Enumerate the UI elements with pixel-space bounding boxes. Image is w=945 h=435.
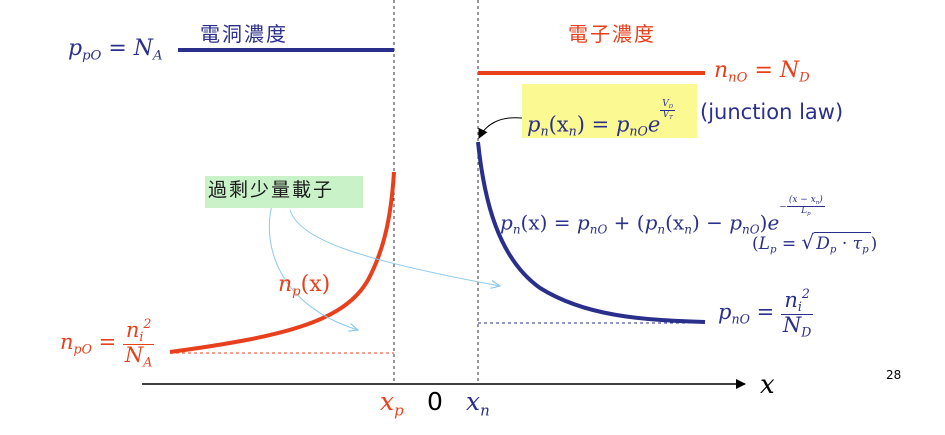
hole-concentration-title: 電洞濃度 xyxy=(200,22,288,46)
ppo-label: ppO = NA xyxy=(68,36,163,64)
np-curve-label: np(x) xyxy=(278,272,331,300)
electron-concentration-title: 電子濃度 xyxy=(568,22,656,46)
diffusion-length-equation: (Lp = √ Dp · τp) xyxy=(752,230,878,256)
zero-label: 0 xyxy=(427,387,443,416)
np-curve xyxy=(169,171,396,354)
page-number: 28 xyxy=(886,368,902,382)
xn-label: xn xyxy=(466,387,490,420)
pn-equation: pn(x) = pnO + (pn(xn) − pnO)e− (x − xn) Lp xyxy=(500,195,825,237)
x-axis-label: x xyxy=(760,370,775,400)
pn-exponent: − (x − xn) Lp xyxy=(779,195,825,218)
nno-label: nnO = ND xyxy=(714,58,810,86)
note-arrow-p xyxy=(268,204,358,330)
minority-carrier-note-bg xyxy=(205,176,363,208)
note-arrow-n xyxy=(289,209,500,286)
junction-law-arrow xyxy=(478,117,523,139)
junction-law-exponent: VD VT xyxy=(660,99,676,122)
pno-label: pnO = ni2 ND xyxy=(718,286,814,340)
xp-label: xp xyxy=(380,387,404,420)
npo-label: npO = ni2 NA xyxy=(60,316,155,370)
junction-law-caption: (junction law) xyxy=(700,100,844,124)
minority-carrier-note: 過剩少量載子 xyxy=(208,179,335,201)
junction-law-equation: pn(xn) = pnOe VD VT xyxy=(527,99,676,139)
pn-curve xyxy=(476,141,706,324)
